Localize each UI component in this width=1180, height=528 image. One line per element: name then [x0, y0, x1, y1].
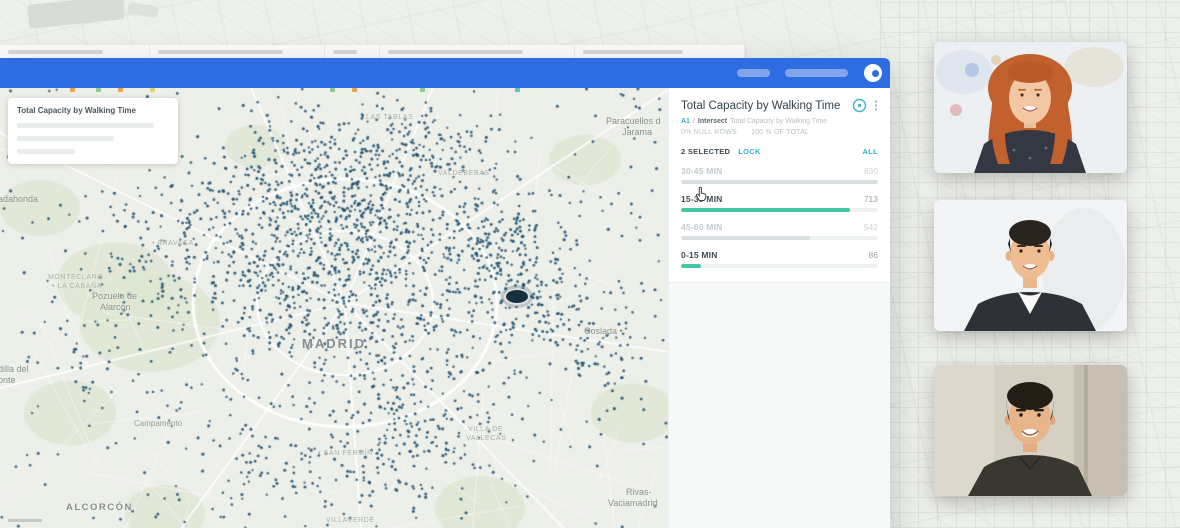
toolbar-pill-button[interactable] — [737, 69, 770, 77]
widget-source-line: A1/Intersect Total Capacity by Walking Ti… — [681, 118, 878, 125]
participant-video-thumbnail — [934, 42, 1127, 173]
category-bar — [681, 236, 878, 240]
skeleton-bar — [17, 123, 154, 128]
category-value: 830 — [863, 166, 878, 176]
map-poi-mark — [96, 88, 101, 92]
analysis-tag: A1 — [681, 118, 690, 125]
kebab-menu-icon[interactable] — [874, 99, 879, 113]
widget-category-row[interactable]: 45-60 MIN 542 — [681, 222, 878, 240]
category-bar — [681, 264, 878, 268]
skeleton-bar — [17, 136, 115, 141]
strip-cell — [150, 45, 325, 59]
toolbar-search-pill[interactable] — [785, 69, 848, 77]
skeleton-bar — [17, 149, 75, 154]
strip-cell — [325, 45, 380, 59]
analysis-operation: Intersect — [697, 118, 728, 125]
category-bar — [681, 180, 878, 184]
category-label: 0-15 MIN — [681, 250, 718, 260]
background-window-strip — [0, 45, 745, 59]
portrait-man-sweater — [934, 365, 1127, 496]
participant-video-thumbnail — [934, 365, 1127, 496]
app-topbar — [0, 58, 890, 88]
widget-stats-line: 0% NULL ROWS 100 % OF TOTAL — [681, 129, 878, 136]
widget-title: Total Capacity by Walking Time — [681, 99, 841, 112]
category-value: 713 — [863, 194, 878, 204]
widget-autostyle-icon[interactable] — [852, 98, 867, 113]
selection-row: 2 SELECTED LOCK ALL — [681, 147, 878, 156]
widget-category-row[interactable]: 0-15 MIN 86 — [681, 250, 878, 268]
selected-count: 2 SELECTED — [681, 147, 731, 156]
strip-cell — [575, 45, 745, 59]
overlay-widget-title: Total Capacity by Walking Time — [17, 106, 136, 115]
strip-cell — [380, 45, 575, 59]
analysis-source-name: Total Capacity by Walking Time — [730, 118, 828, 125]
total-stat: 100 % OF TOTAL — [750, 129, 810, 136]
widget-card: Total Capacity by Walking Time A1/Inters… — [669, 88, 890, 283]
portrait-woman-red-hair — [934, 42, 1127, 173]
widget-category-list: 30-45 MIN 830 15-30 MIN 713 45-60 MIN 542 0-15… — [681, 166, 878, 268]
category-label: 45-60 MIN — [681, 222, 723, 232]
lock-link[interactable]: LOCK — [738, 147, 761, 156]
source-separator: / — [692, 118, 695, 125]
map-poi-mark — [70, 88, 75, 92]
null-rows-stat: 0% NULL ROWS — [681, 129, 737, 136]
widget-panel: Total Capacity by Walking Time A1/Inters… — [668, 88, 890, 528]
toolbar-toggle[interactable] — [864, 64, 882, 82]
map-area[interactable]: Total Capacity by Walking Time LAS TABLA… — [0, 88, 668, 528]
app-window: Total Capacity by Walking Time LAS TABLA… — [0, 58, 890, 528]
portrait-man-suit — [934, 200, 1127, 331]
participant-video-thumbnail — [934, 200, 1127, 331]
selected-point-marker[interactable] — [504, 288, 530, 305]
category-value: 542 — [863, 222, 878, 232]
category-label: 15-30 MIN — [681, 194, 723, 204]
map-poi-mark — [150, 88, 155, 92]
map-poi-mark — [515, 88, 520, 92]
widget-category-row[interactable]: 15-30 MIN 713 — [681, 194, 878, 212]
map-poi-mark — [420, 88, 425, 92]
background-building-patch — [127, 1, 159, 19]
strip-cell — [0, 45, 150, 59]
category-value: 86 — [868, 250, 878, 260]
map-overlay-widget-card: Total Capacity by Walking Time — [8, 98, 178, 164]
category-bar — [681, 208, 878, 212]
map-poi-mark — [352, 88, 357, 92]
widget-category-row[interactable]: 30-45 MIN 830 — [681, 166, 878, 184]
category-label: 30-45 MIN — [681, 166, 723, 176]
background-building-patch — [27, 0, 125, 29]
map-scale-bar — [8, 519, 42, 522]
all-link[interactable]: ALL — [862, 147, 878, 156]
map-poi-mark — [118, 88, 123, 92]
map-poi-mark — [330, 88, 335, 92]
